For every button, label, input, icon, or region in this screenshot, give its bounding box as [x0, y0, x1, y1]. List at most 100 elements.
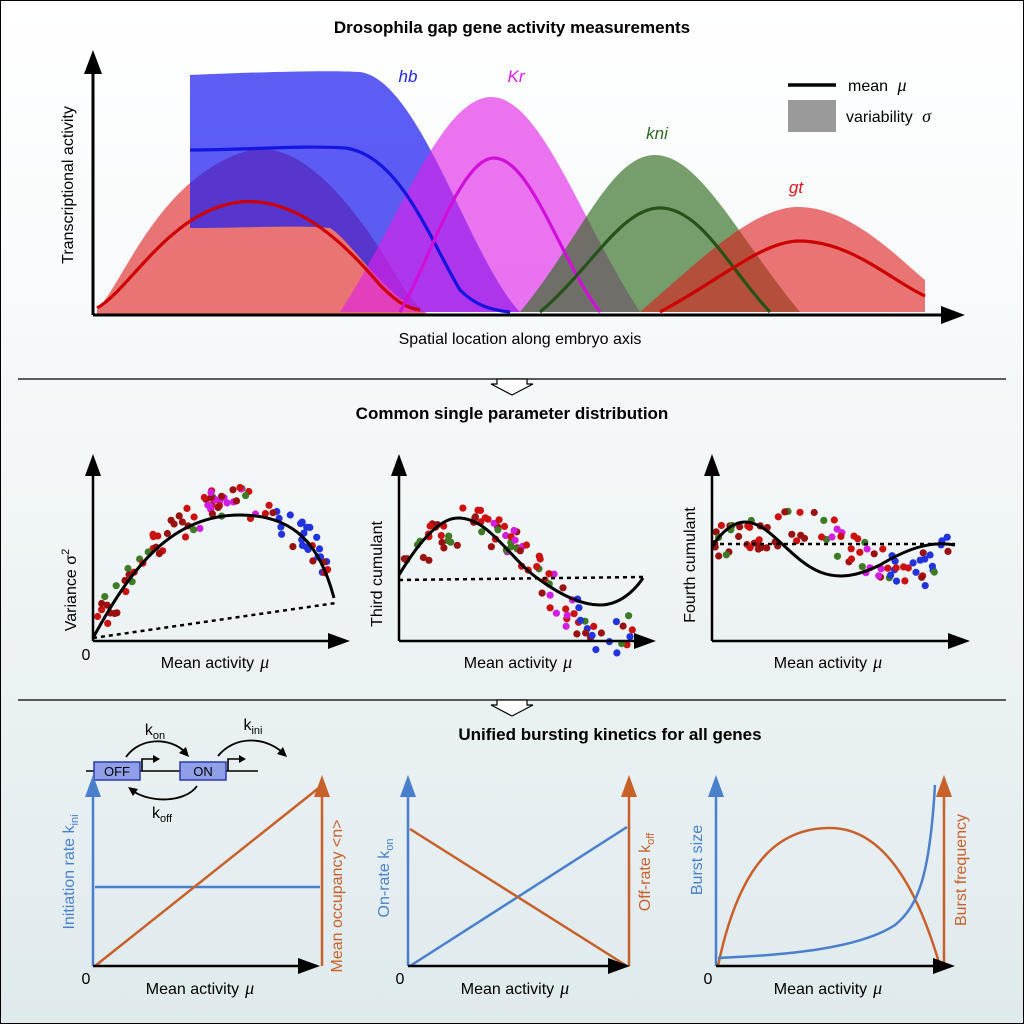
- scatter-point: [562, 622, 570, 630]
- kr-mean: [398, 156, 602, 313]
- scatter-point: [820, 516, 828, 525]
- scatter-point: [471, 513, 479, 521]
- kini-zero-label: 0: [82, 971, 91, 988]
- scatter-point: [511, 536, 519, 544]
- scatter-point: [112, 582, 120, 590]
- scatter-point: [500, 522, 509, 531]
- panel1-axes: [84, 50, 965, 324]
- gene-label-hb: hb: [399, 67, 418, 86]
- scatter-point: [612, 618, 621, 626]
- scatter-point: [576, 616, 585, 624]
- scatter-point: [478, 528, 486, 536]
- scatter-point: [887, 571, 895, 579]
- third-cumulant-axes: [391, 454, 656, 649]
- off-state-label: OFF: [104, 764, 130, 779]
- gt-anterior-mean: [96, 200, 421, 312]
- hb-mean: [189, 145, 511, 314]
- variance-x-arrow: [328, 633, 350, 649]
- scatter-point: [926, 551, 934, 559]
- scatter-point: [306, 523, 314, 532]
- scatter-point: [206, 502, 214, 510]
- scatter-point: [628, 626, 636, 634]
- scatter-point: [438, 538, 446, 547]
- scatter-point: [588, 631, 596, 640]
- scatter-point: [190, 526, 198, 534]
- on-promoter-arrowhead: [239, 755, 246, 763]
- scatter-point: [722, 551, 730, 559]
- gene-means: [96, 145, 926, 314]
- scatter-point: [796, 508, 804, 516]
- panel1-x-label: Spatial location along embryo axis: [399, 331, 642, 348]
- scatter-point: [847, 545, 855, 553]
- scatter-point: [562, 605, 570, 613]
- scatter-point: [425, 556, 433, 564]
- legend-variability-swatch: [788, 100, 836, 132]
- koff-arrowhead: [128, 787, 138, 796]
- scatter-point: [912, 568, 920, 576]
- legend-mean-text: mean μ: [848, 75, 907, 95]
- scatter-point: [490, 519, 498, 527]
- scatter-point: [104, 619, 112, 628]
- scatter-point: [863, 545, 871, 553]
- scatter-point: [757, 543, 766, 552]
- variance-poisson-line: [92, 601, 337, 640]
- burst-frequency-y-arrow: [936, 775, 952, 797]
- scatter-point: [297, 520, 305, 528]
- scatter-point: [426, 522, 434, 530]
- fourth-cumulant-x-arrow: [948, 633, 970, 649]
- kon-koff-plot: On-rate kon Off-rate koff 0 Mean activit…: [376, 775, 657, 998]
- panel1-x-arrow: [941, 306, 965, 324]
- burst-size-frequency-plot: Burst size Burst frequency 0 Mean activi…: [689, 775, 970, 998]
- scatter-point: [788, 530, 796, 538]
- panel1-title: Drosophila gap gene activity measurement…: [334, 18, 690, 37]
- scatter-point: [516, 547, 524, 555]
- scatter-point: [196, 524, 204, 533]
- on-promoter-arrow: [227, 758, 242, 771]
- kon-x-label: Mean activity μ: [461, 978, 569, 998]
- kon-y-label: On-rate kon: [376, 839, 396, 918]
- scatter-point: [538, 589, 546, 597]
- burst-frequency-curve: [716, 826, 942, 967]
- scatter-point: [856, 548, 864, 556]
- scatter-point: [928, 562, 937, 570]
- variance-axes: [85, 454, 350, 649]
- scatter-point: [545, 570, 553, 578]
- on-state-box: [179, 761, 227, 781]
- scatter-point: [717, 521, 726, 530]
- scatter-point: [507, 543, 515, 551]
- koff-y-arrow: [621, 775, 637, 797]
- scatter-point: [265, 501, 273, 509]
- scatter-point: [850, 532, 858, 540]
- kini-occupancy-plot: Initiation rate kini Mean occupancy <n> …: [61, 775, 346, 998]
- scatter-point: [207, 488, 215, 497]
- kon-label: kon: [145, 722, 165, 742]
- third-cumulant-plot: Third cumulant Mean activity μ: [369, 454, 656, 672]
- third-cumulant-x-arrow: [634, 633, 656, 649]
- scatter-point: [200, 493, 208, 502]
- scatter-point: [879, 545, 887, 553]
- variance-plot: Variance σ2 0 Mean activity μ: [60, 454, 350, 672]
- scatter-point: [909, 559, 917, 567]
- scatter-point: [828, 533, 836, 541]
- scatter-point: [944, 547, 952, 556]
- scatter-point: [582, 629, 590, 637]
- scatter-point: [919, 549, 927, 557]
- fourth-cumulant-fit-curve: [710, 520, 956, 578]
- scatter-point: [901, 577, 909, 585]
- third-cumulant-fit-curve: [397, 516, 645, 607]
- scatter-point: [269, 509, 277, 517]
- scatter-point: [781, 508, 789, 516]
- scatter-point: [559, 584, 567, 592]
- scatter-point: [833, 552, 842, 560]
- burst-size-curve: [717, 784, 937, 960]
- koff-line: [409, 827, 628, 968]
- scatter-point: [625, 612, 633, 620]
- scatter-point: [476, 506, 485, 514]
- scatter-point: [837, 532, 845, 541]
- scatter-point: [736, 523, 744, 531]
- variance-y-label: Variance σ2: [60, 549, 80, 631]
- flow-arrow-1: [490, 378, 534, 396]
- kini-x-arrow: [298, 958, 320, 974]
- scatter-point: [563, 611, 571, 619]
